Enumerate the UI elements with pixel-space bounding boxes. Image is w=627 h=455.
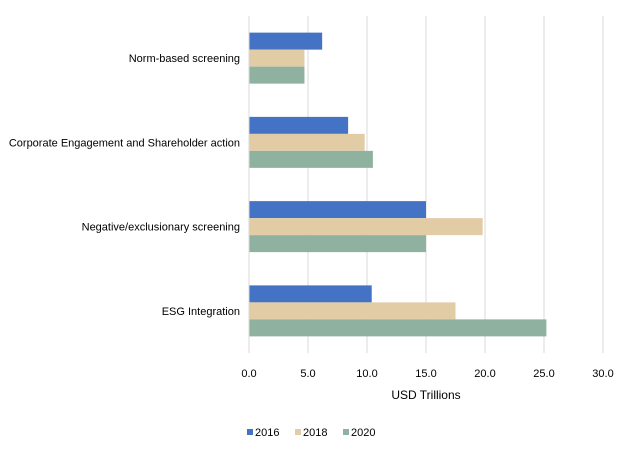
x-tick-label: 30.0: [592, 368, 613, 380]
x-tick-label: 5.0: [300, 368, 315, 380]
x-tick-label: 0.0: [241, 368, 256, 380]
bar: [249, 133, 365, 151]
bar: [249, 32, 323, 50]
bar: [249, 116, 349, 134]
bar: [249, 235, 426, 253]
bar: [249, 201, 426, 219]
x-tick-label: 15.0: [415, 368, 436, 380]
legend-label: 2018: [303, 427, 327, 439]
y-category-label: ESG Integration: [162, 306, 240, 318]
y-category-label: Corporate Engagement and Shareholder act…: [9, 137, 240, 149]
legend-label: 2020: [351, 427, 375, 439]
bar: [249, 49, 305, 67]
x-axis-title: USD Trillions: [391, 388, 460, 402]
legend-swatch: [343, 429, 349, 435]
y-category-label: Norm-based screening: [129, 53, 240, 65]
bar: [249, 302, 456, 320]
bar: [249, 150, 373, 168]
bar: [249, 218, 483, 236]
bar: [249, 319, 547, 337]
legend-swatch: [295, 429, 301, 435]
bars: [249, 32, 547, 337]
legend: 2016 2018 2020: [247, 427, 375, 439]
x-tick-label: 25.0: [533, 368, 554, 380]
bar: [249, 66, 305, 84]
legend-label: 2016: [255, 427, 279, 439]
labels: 0.0 5.0 10.0 15.0 20.0 25.0 30.0 Norm-based scr…: [9, 53, 614, 380]
x-tick-label: 20.0: [474, 368, 495, 380]
legend-swatch: [247, 429, 253, 435]
y-category-label: Negative/exclusionary screening: [82, 222, 240, 234]
bar: [249, 285, 372, 303]
x-tick-label: 10.0: [356, 368, 377, 380]
